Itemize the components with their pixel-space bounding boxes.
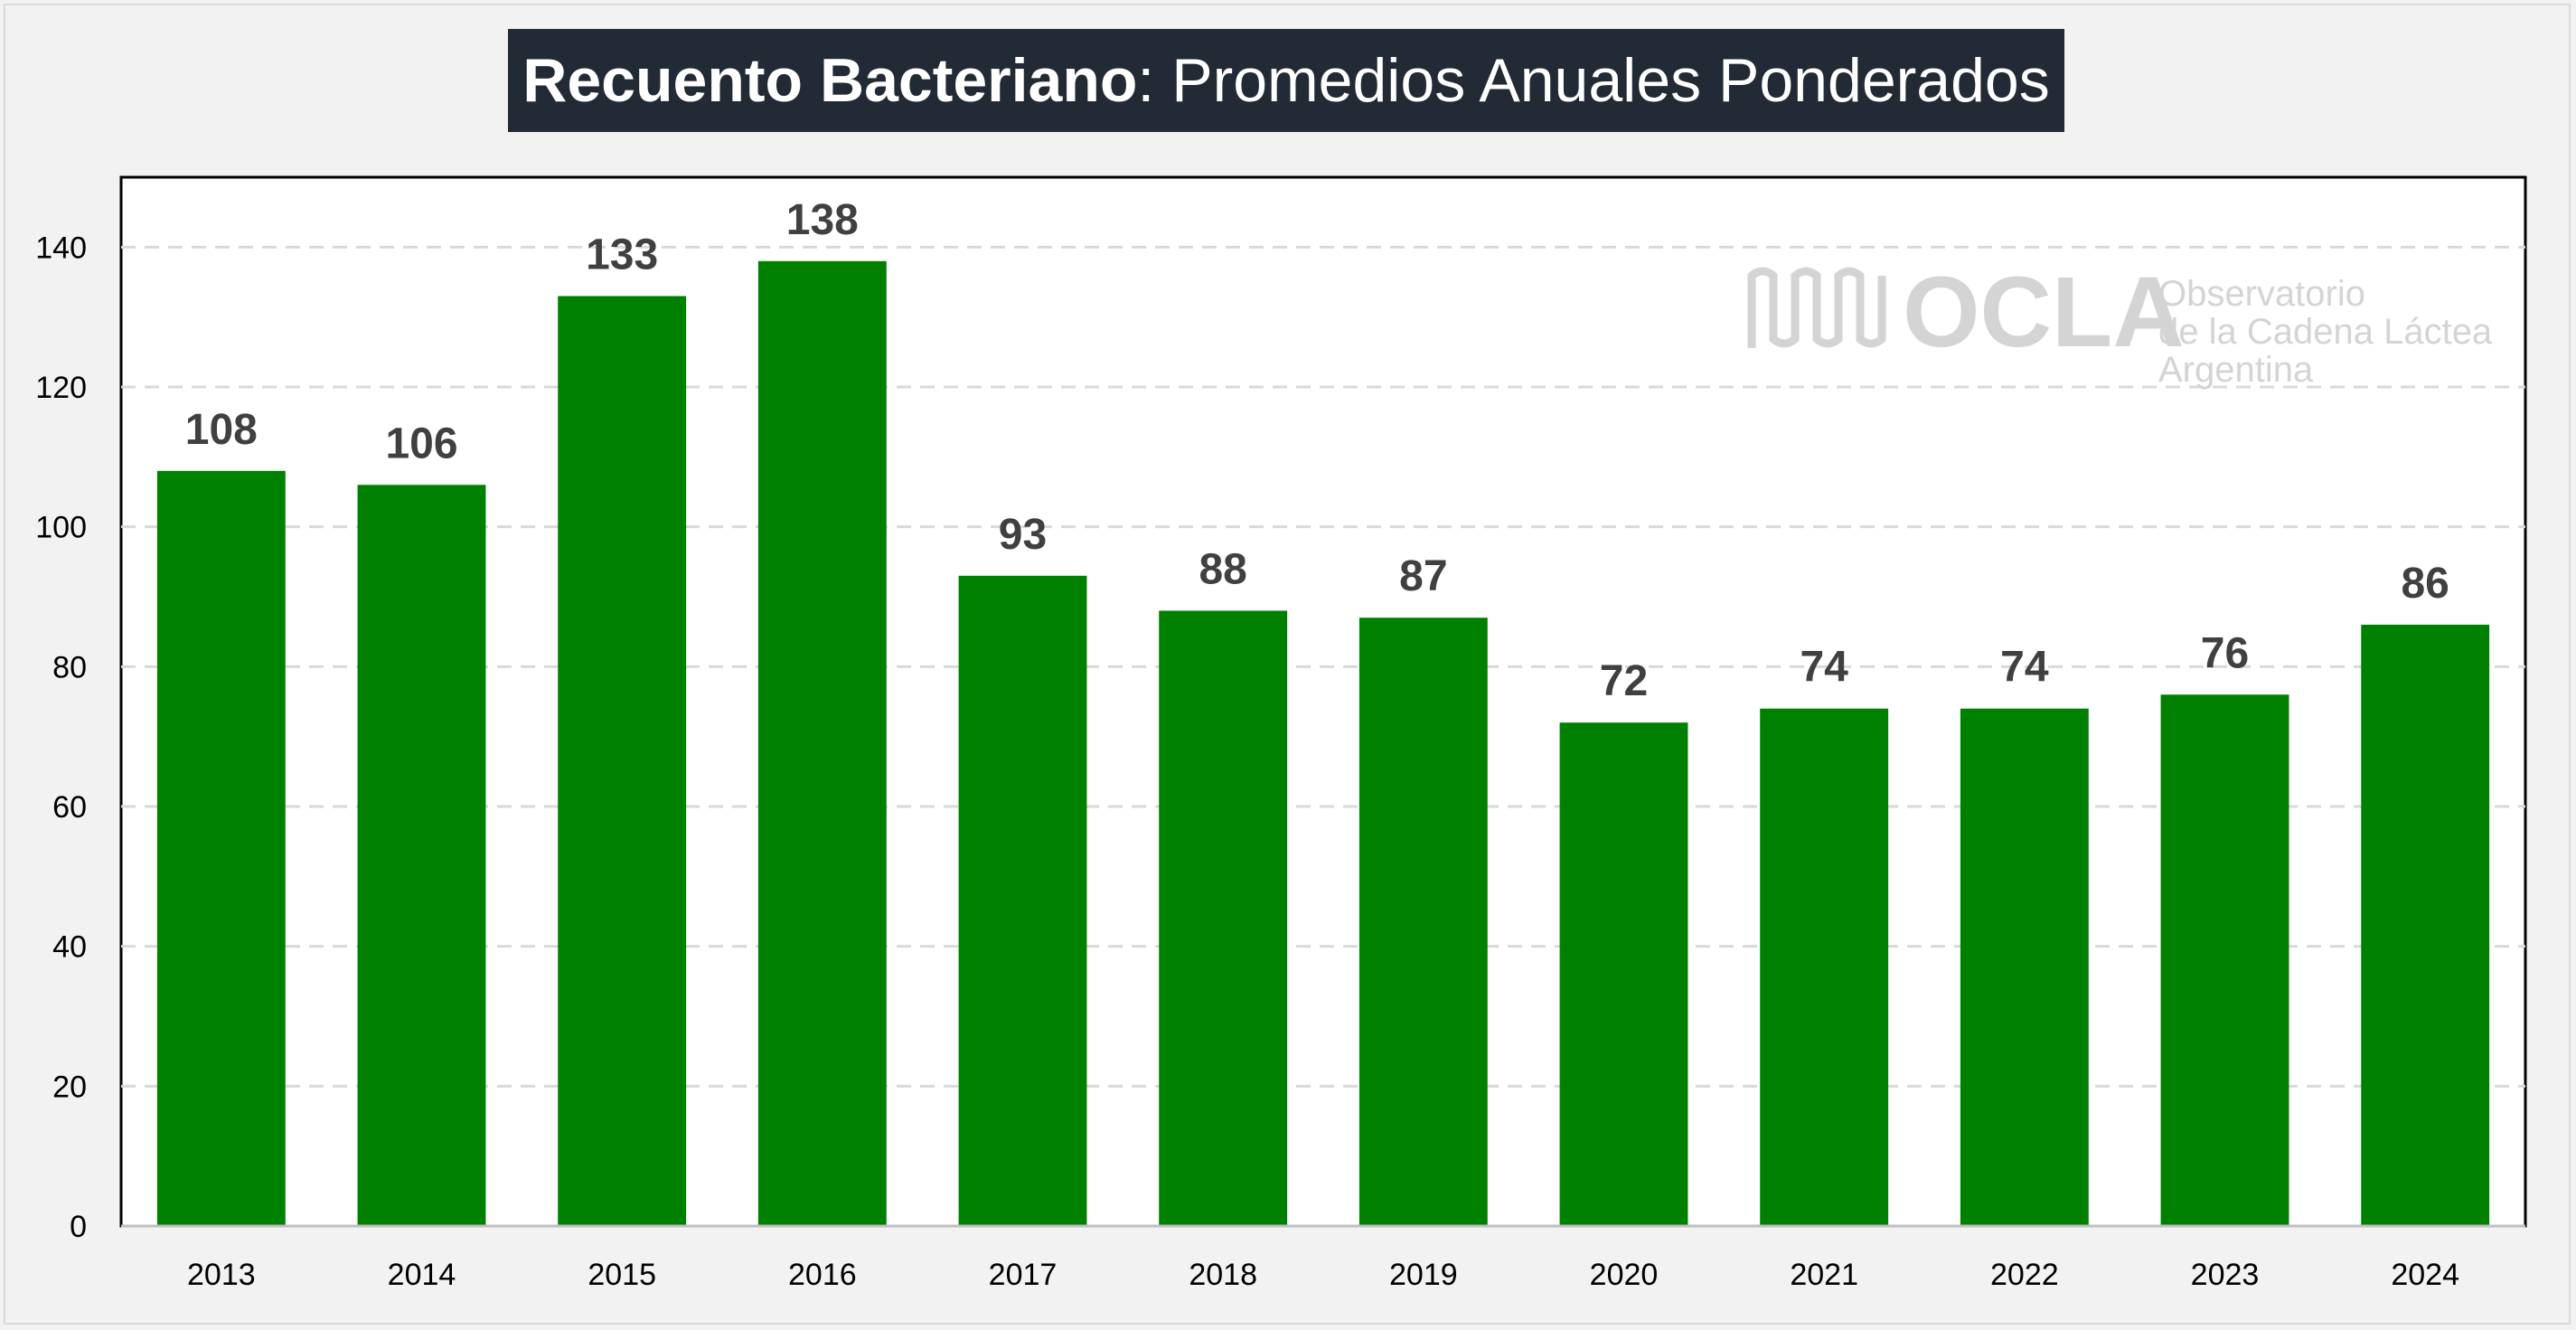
x-tick-label: 2024 (2391, 1258, 2459, 1292)
data-label: 133 (586, 231, 658, 278)
chart-title: Recuento Bacteriano: Promedios Anuales P… (508, 29, 2064, 132)
data-label: 74 (1800, 644, 1848, 692)
data-label: 76 (2201, 629, 2249, 677)
x-tick-label: 2018 (1189, 1258, 1257, 1292)
ocla-watermark: OCLA Observatorio de la Cadena Láctea Ar… (1747, 257, 2493, 390)
x-tick-label: 2020 (1590, 1258, 1659, 1292)
bar-2024 (2361, 624, 2490, 1226)
x-tick-label: 2017 (989, 1258, 1058, 1292)
y-axis-ticks: 0 20 40 60 80 100 120 140 (35, 231, 87, 1244)
bar-2017 (958, 575, 1087, 1226)
data-label: 106 (385, 420, 457, 467)
chart-frame (4, 4, 2571, 1325)
bar-2020 (1559, 722, 1688, 1226)
bar-2021 (1760, 708, 1889, 1226)
data-labels: 108 106 133 138 93 88 87 72 74 74 76 86 (185, 196, 2449, 705)
bar-2019 (1359, 618, 1488, 1226)
x-axis-ticks: 2013 2014 2015 2016 2017 2018 2019 2020 2021 2022… (187, 1258, 2459, 1292)
x-tick-label: 2022 (1990, 1258, 2059, 1292)
bar-2022 (1960, 708, 2089, 1226)
plot-area (119, 175, 2527, 1228)
y-tick-label: 20 (52, 1070, 87, 1104)
watermark-line1: Observatorio (2158, 274, 2365, 314)
x-tick-label: 2021 (1790, 1258, 1858, 1292)
y-tick-label: 120 (35, 371, 87, 405)
chart-title-rest: : Promedios Anuales Ponderados (1137, 46, 2050, 115)
data-label: 86 (2401, 560, 2449, 608)
bar-2018 (1159, 610, 1288, 1226)
data-label: 74 (2000, 644, 2049, 692)
bar-2013 (156, 470, 286, 1226)
y-tick-label: 0 (70, 1210, 87, 1244)
data-label: 93 (999, 511, 1047, 559)
y-tick-label: 60 (52, 790, 87, 825)
data-label: 138 (786, 196, 859, 244)
x-tick-label: 2016 (788, 1258, 857, 1292)
bar-2014 (357, 485, 486, 1226)
x-tick-label: 2019 (1389, 1258, 1458, 1292)
bar-2016 (757, 260, 887, 1226)
y-tick-label: 140 (35, 231, 87, 265)
y-tick-label: 40 (52, 930, 87, 965)
x-tick-label: 2013 (187, 1258, 256, 1292)
gridlines (121, 245, 2525, 1088)
x-tick-label: 2015 (588, 1258, 656, 1292)
ocla-logo-icon (1747, 267, 1886, 348)
watermark-line3: Argentina (2158, 350, 2314, 390)
data-label: 108 (185, 406, 258, 454)
data-label: 88 (1199, 545, 1246, 593)
bars (156, 260, 2490, 1226)
watermark-line2: de la Cadena Láctea (2158, 312, 2493, 352)
x-tick-label: 2014 (388, 1258, 456, 1292)
chart-title-bold: Recuento Bacteriano (522, 46, 1138, 115)
x-tick-label: 2023 (2191, 1258, 2260, 1292)
data-label: 72 (1600, 657, 1648, 705)
y-tick-label: 100 (35, 511, 87, 545)
y-tick-label: 80 (52, 650, 87, 684)
bar-2015 (558, 296, 687, 1226)
data-label: 87 (1399, 552, 1447, 600)
watermark-name: OCLA (1903, 257, 2185, 368)
bar-2023 (2160, 694, 2289, 1226)
